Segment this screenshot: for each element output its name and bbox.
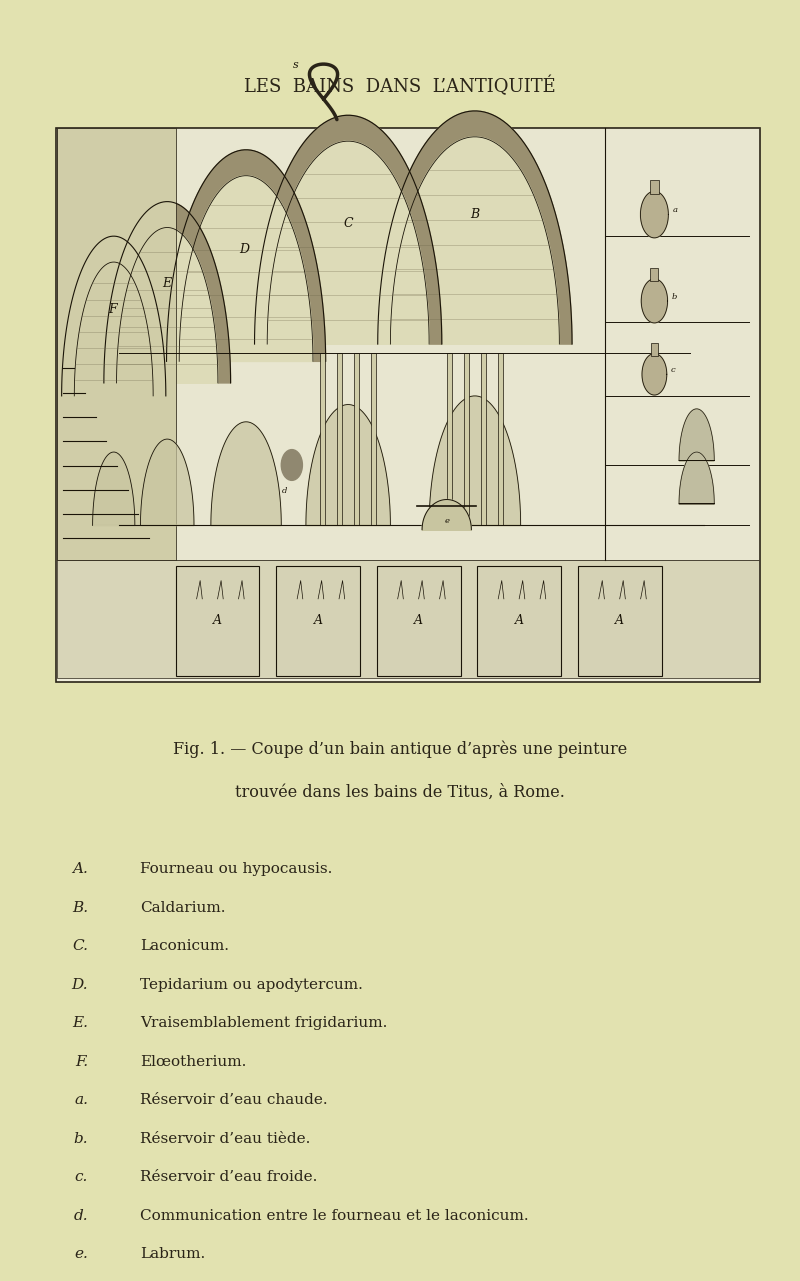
Polygon shape — [429, 396, 521, 525]
Polygon shape — [641, 191, 668, 238]
Bar — [320, 352, 326, 525]
Polygon shape — [642, 354, 666, 395]
Circle shape — [282, 450, 302, 480]
Bar — [57, 560, 759, 678]
Bar — [176, 566, 259, 676]
Text: C: C — [343, 216, 353, 229]
Polygon shape — [141, 439, 194, 525]
Text: A: A — [213, 615, 222, 628]
Bar — [57, 128, 176, 560]
Text: Tepidarium ou apodytercum.: Tepidarium ou apodytercum. — [140, 977, 363, 991]
Text: b.: b. — [74, 1131, 88, 1145]
Text: Réservoir d’eau tiède.: Réservoir d’eau tiède. — [140, 1131, 310, 1145]
Text: A.: A. — [72, 862, 88, 876]
Polygon shape — [179, 175, 313, 361]
Polygon shape — [422, 500, 471, 530]
Bar — [377, 566, 461, 676]
Bar — [650, 343, 658, 356]
Polygon shape — [642, 279, 667, 323]
Polygon shape — [62, 236, 166, 396]
Bar — [478, 566, 561, 676]
Text: A: A — [314, 615, 322, 628]
Bar — [447, 352, 452, 525]
Text: Elœotherium.: Elœotherium. — [140, 1054, 246, 1068]
Polygon shape — [378, 111, 572, 345]
Polygon shape — [679, 452, 714, 503]
Text: Laconicum.: Laconicum. — [140, 939, 229, 953]
Text: A: A — [414, 615, 423, 628]
Text: Réservoir d’eau froide.: Réservoir d’eau froide. — [140, 1170, 318, 1184]
Bar — [650, 268, 658, 281]
Bar — [464, 352, 469, 525]
Text: D.: D. — [71, 977, 88, 991]
Bar — [57, 128, 759, 560]
Text: a.: a. — [74, 1093, 88, 1107]
Bar — [578, 566, 662, 676]
Text: D: D — [240, 242, 250, 256]
Bar — [498, 352, 502, 525]
Polygon shape — [679, 409, 714, 461]
Polygon shape — [74, 263, 153, 396]
Text: E.: E. — [72, 1016, 88, 1030]
Polygon shape — [117, 228, 218, 383]
Text: Labrum.: Labrum. — [140, 1246, 206, 1261]
Polygon shape — [306, 405, 390, 525]
Text: E: E — [162, 277, 171, 290]
Bar — [276, 566, 360, 676]
Text: Réservoir d’eau chaude.: Réservoir d’eau chaude. — [140, 1093, 328, 1107]
Text: d: d — [282, 487, 287, 494]
Text: B: B — [470, 208, 479, 222]
Text: F.: F. — [75, 1054, 88, 1068]
Polygon shape — [166, 150, 326, 361]
Bar — [650, 179, 658, 193]
Polygon shape — [254, 115, 442, 345]
Polygon shape — [390, 137, 559, 345]
Text: s: s — [293, 60, 298, 70]
Text: Caldarium.: Caldarium. — [140, 901, 226, 915]
Bar — [354, 352, 359, 525]
Text: e.: e. — [74, 1246, 88, 1261]
Polygon shape — [211, 421, 282, 525]
Text: Vraisemblablement frigidarium.: Vraisemblablement frigidarium. — [140, 1016, 387, 1030]
Text: LES  BAINS  DANS  L’ANTIQUITÉ: LES BAINS DANS L’ANTIQUITÉ — [244, 76, 556, 96]
Text: c: c — [670, 366, 675, 374]
Text: e: e — [444, 518, 450, 525]
Text: C.: C. — [72, 939, 88, 953]
Text: F: F — [108, 304, 117, 316]
Text: A: A — [514, 615, 524, 628]
Text: d.: d. — [74, 1208, 88, 1222]
Text: trouvée dans les bains de Titus, à Rome.: trouvée dans les bains de Titus, à Rome. — [235, 784, 565, 802]
Bar — [481, 352, 486, 525]
Bar — [56, 128, 760, 681]
Polygon shape — [93, 452, 135, 525]
Text: c.: c. — [74, 1170, 88, 1184]
Text: Fourneau ou hypocausis.: Fourneau ou hypocausis. — [140, 862, 332, 876]
Bar — [371, 352, 376, 525]
Text: B.: B. — [72, 901, 88, 915]
Text: a: a — [673, 206, 678, 214]
Text: b: b — [671, 292, 677, 301]
Text: Fig. 1. — Coupe d’un bain antique d’après une peinture: Fig. 1. — Coupe d’un bain antique d’aprè… — [173, 740, 627, 757]
Polygon shape — [104, 201, 230, 383]
Text: A: A — [615, 615, 624, 628]
Text: Communication entre le fourneau et le laconicum.: Communication entre le fourneau et le la… — [140, 1208, 529, 1222]
Bar — [338, 352, 342, 525]
Polygon shape — [267, 141, 429, 345]
